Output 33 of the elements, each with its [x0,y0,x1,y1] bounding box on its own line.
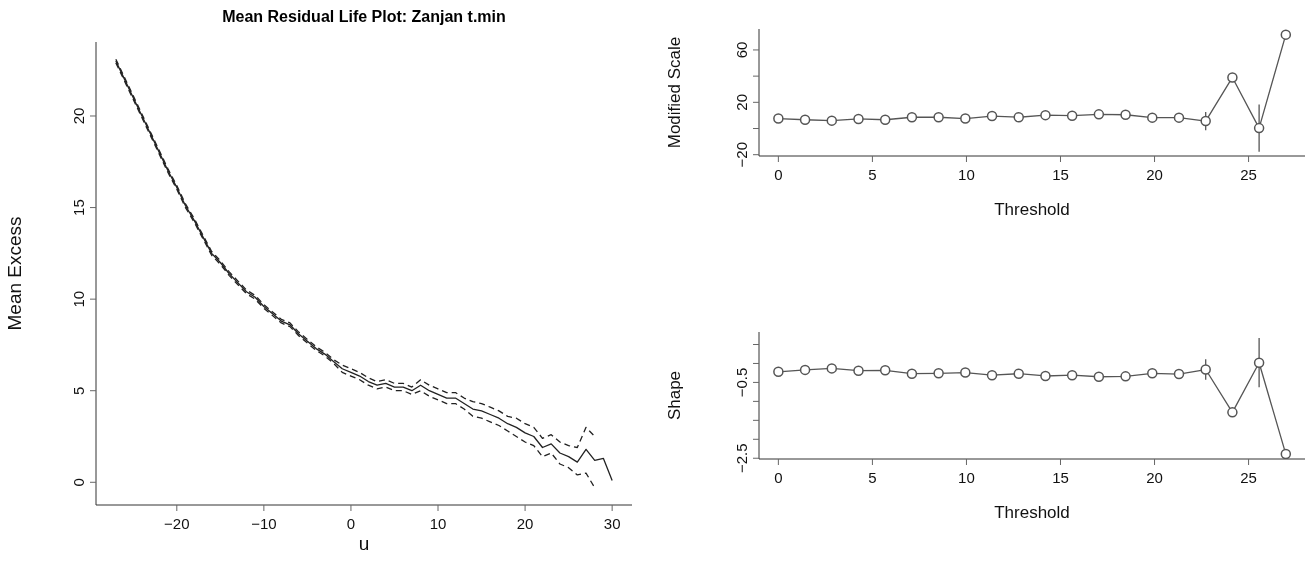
x-tick-label: 10 [958,469,975,486]
x-tick-label: 20 [1146,469,1163,486]
y-tick-label: 10 [70,290,87,308]
x-axis-title: Threshold [994,200,1070,219]
y-tick-label: 20 [70,107,87,125]
x-tick-label: 25 [1240,166,1257,183]
x-tick-label: 5 [868,469,877,486]
y-tick-label: −0.5 [733,367,750,398]
x-tick-label: 0 [774,166,783,183]
y-axis-title: Mean Excess [3,216,25,331]
y-axis-title: Modified Scale [665,36,685,149]
x-tick-label: 20 [516,515,534,532]
x-tick-label: 10 [429,515,447,532]
y-tick-label: 20 [733,93,750,111]
y-tick-label: −2.5 [733,443,750,474]
x-axis-title: Threshold [994,503,1070,522]
x-tick-label: 25 [1240,469,1257,486]
x-tick-label: 5 [868,166,877,183]
x-tick-label: 20 [1146,166,1163,183]
x-tick-label: 0 [346,515,356,532]
y-tick-label: 5 [70,386,87,395]
y-tick-label: 15 [70,199,87,216]
x-axis-title: u [358,533,370,554]
x-tick-label: −20 [164,515,190,532]
y-axis-title: Shape [665,370,685,421]
x-tick-label: 10 [958,166,975,183]
y-tick-label: 60 [733,41,750,59]
x-tick-label: 15 [1052,166,1069,183]
x-tick-label: 15 [1052,469,1069,486]
chart-title: Mean Residual Life Plot: Zanjan t.min [221,8,507,26]
x-tick-label: 0 [774,469,783,486]
x-tick-label: 30 [603,515,621,532]
x-tick-label: −10 [251,515,277,532]
